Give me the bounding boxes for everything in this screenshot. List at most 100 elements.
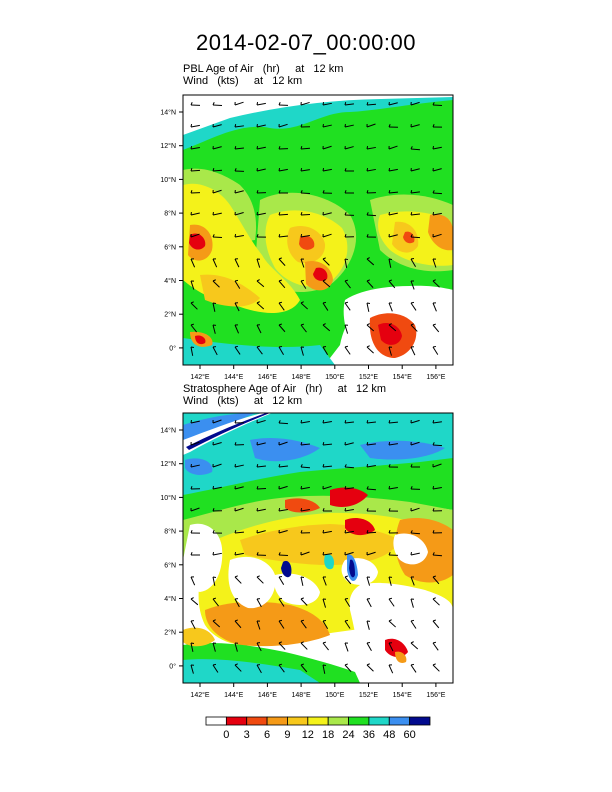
wind-barb (322, 508, 333, 512)
wind-barb (234, 551, 244, 556)
axes-stratosphere: 14°N 12°N 10°N 8°N 6°N 4°N 2°N 0° 142°E 144°E 146°… (160, 427, 445, 700)
wind-barb (322, 167, 332, 172)
wind-barb (322, 598, 327, 608)
wind-barb (322, 576, 327, 586)
wind-barb (300, 530, 311, 534)
wind-barb (278, 597, 285, 607)
lon-tick-label: 156°E (426, 373, 445, 381)
wind-barb (278, 663, 285, 673)
wind-barb (366, 345, 374, 354)
wind-barb (432, 102, 443, 107)
wind-barb (410, 323, 418, 332)
wind-barb (410, 551, 420, 556)
wind-barb (190, 620, 196, 630)
wind-barb (344, 168, 355, 172)
wind-barb (278, 123, 288, 128)
wind-barb (388, 441, 398, 446)
wind-barb (300, 419, 310, 424)
colorbar-box (287, 716, 309, 726)
wind-barb (322, 211, 332, 216)
wind-barb (256, 664, 262, 674)
wind-barb (410, 280, 415, 290)
wind-barb (278, 485, 288, 490)
wind-barb (234, 345, 241, 355)
colorbar-box (307, 716, 329, 726)
wind-barb (212, 302, 217, 312)
wind-barb (278, 575, 285, 585)
wind-barb (300, 507, 310, 512)
wind-barb (410, 486, 421, 490)
wind-barb (344, 279, 351, 289)
colorbar-box (225, 716, 248, 726)
wind-barb (322, 190, 333, 194)
colorbar-box (409, 716, 431, 726)
wind-barb (256, 598, 262, 608)
lon-tick-label: 146°E (258, 373, 277, 381)
lat-tick-label: 12°N (160, 460, 176, 468)
wind-barb (300, 485, 310, 490)
wind-barb (256, 507, 266, 512)
wind-barb (432, 508, 443, 512)
wind-barb (344, 145, 354, 150)
wind-barb (300, 279, 307, 289)
panel2-subtitle: Wind (kts) at 12 km (183, 395, 303, 407)
wind-barb (388, 619, 396, 628)
axes-pbl: 14°N 12°N 10°N 8°N 6°N 4°N 2°N 0° 142°E 144°E 146°… (160, 109, 445, 382)
lat-tick-label: 8°N (164, 210, 176, 218)
wind-barb (278, 552, 289, 557)
wind-barb (366, 663, 374, 672)
wind-barb (190, 507, 200, 512)
wind-barb (190, 597, 199, 606)
wind-barb (212, 279, 220, 288)
wind-barb (300, 145, 311, 150)
wind-barb (322, 323, 331, 332)
wind-barb (234, 189, 244, 194)
wind-barb (344, 212, 355, 216)
colorbar-label: 24 (342, 729, 354, 741)
wind-barb (344, 101, 354, 106)
wind-barb (322, 301, 329, 311)
lon-tick-label: 144°E (224, 691, 243, 699)
wind-barb (432, 279, 440, 288)
lat-tick-label: 14°N (160, 427, 176, 435)
wind-barb (344, 190, 355, 194)
wind-barb (190, 576, 196, 586)
lat-tick-label: 2°N (164, 311, 176, 319)
colorbar-label: 48 (383, 729, 395, 741)
panel2-title: Stratosphere Age of Air (hr) at 12 km (183, 383, 386, 395)
wind-barb (278, 323, 286, 333)
wind-barb (322, 233, 332, 238)
wind-barb (212, 123, 222, 128)
wind-barb (190, 530, 201, 534)
wind-barb (234, 233, 244, 238)
wind-barb (344, 419, 354, 424)
lat-tick-label: 10°N (160, 176, 176, 184)
wind-barb (388, 233, 398, 238)
wind-barb (344, 642, 349, 652)
wind-barb (300, 346, 305, 356)
wind-barb (278, 233, 288, 238)
lat-tick-label: 6°N (164, 243, 176, 251)
wind-barb (366, 441, 376, 446)
colorbar-label: 6 (264, 729, 270, 741)
wind-barb (278, 463, 289, 468)
wind-barb (432, 233, 442, 238)
lat-tick-label: 0° (169, 344, 176, 352)
wind-barb (190, 167, 201, 172)
wind-barb (388, 576, 393, 586)
wind-barb (212, 463, 222, 468)
wind-barb (344, 529, 354, 534)
colorbar-box (266, 716, 288, 726)
wind-barb (410, 189, 420, 194)
wind-barb (278, 301, 285, 311)
wind-barb (322, 419, 332, 424)
wind-barb (300, 641, 308, 650)
colorbar: 0 3 6 9 12 18 24 36 48 60 (205, 716, 431, 741)
wind-barb (300, 464, 311, 469)
wind-barb (278, 257, 286, 266)
wind-barb (366, 486, 377, 491)
wind-barb (190, 463, 200, 468)
wind-barb (322, 529, 332, 534)
wind-barb (190, 189, 201, 194)
